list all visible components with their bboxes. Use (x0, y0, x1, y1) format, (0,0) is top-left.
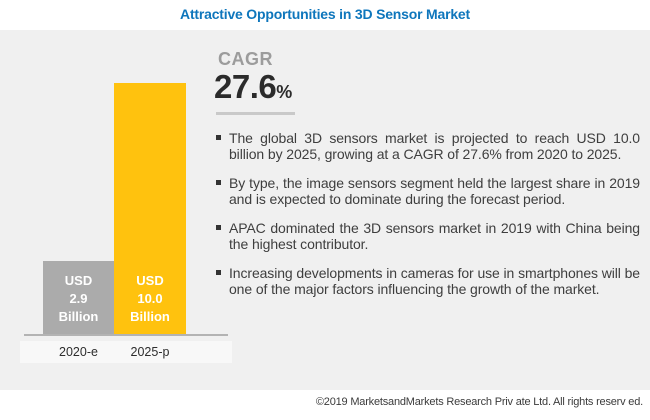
bar-chart: USD 2.9 Billion USD 10.0 Billion 2020-e … (0, 30, 650, 390)
insight-text: By type, the image sensors segment held … (229, 175, 640, 207)
page-title: Attractive Opportunities in 3D Sensor Ma… (180, 6, 470, 22)
percent-sign: % (276, 82, 292, 102)
bullet-square-icon (216, 135, 221, 140)
bar-2025p-value-label: USD 10.0 Billion (114, 272, 186, 326)
bar-2020e-value-label: USD 2.9 Billion (43, 272, 114, 326)
x-tick-2025p: 2025-p (130, 345, 170, 359)
bullet-square-icon (216, 180, 221, 185)
bullet-square-icon (216, 270, 221, 275)
bar-2020e: USD 2.9 Billion (43, 261, 114, 334)
insight-text: The global 3D sensors market is projecte… (229, 130, 640, 162)
bullet-square-icon (216, 225, 221, 230)
copyright-notice: ©2019 MarketsandMarkets Research Priv at… (315, 396, 643, 408)
bar-label-line: Billion (130, 309, 170, 324)
bar-2025p: USD 10.0 Billion (114, 83, 186, 334)
cagr-underline-rule (216, 112, 295, 115)
cagr-label: CAGR (218, 49, 273, 69)
insights-list: The global 3D sensors market is projecte… (216, 130, 640, 310)
content-panel: USD 2.9 Billion USD 10.0 Billion 2020-e … (0, 30, 650, 390)
list-item: By type, the image sensors segment held … (216, 175, 640, 207)
bar-label-line: 2.9 (69, 291, 88, 306)
insight-text: Increasing developments in cameras for u… (229, 265, 640, 297)
x-axis-label-strip: 2020-e 2025-p (20, 341, 232, 363)
bar-label-line: 10.0 (137, 291, 163, 306)
bar-label-line: USD (64, 273, 93, 288)
list-item: APAC dominated the 3D sensors market in … (216, 220, 640, 252)
x-tick-2020e: 2020-e (59, 345, 98, 359)
cagr-number: 27.6 (214, 68, 277, 105)
list-item: Increasing developments in cameras for u… (216, 265, 640, 297)
bar-label-line: USD (136, 273, 164, 288)
bar-label-line: Billion (58, 309, 99, 324)
x-axis-line (24, 334, 228, 336)
cagr-value: 27.6% (214, 68, 292, 106)
list-item: The global 3D sensors market is projecte… (216, 130, 640, 162)
insight-text: APAC dominated the 3D sensors market in … (229, 220, 640, 252)
